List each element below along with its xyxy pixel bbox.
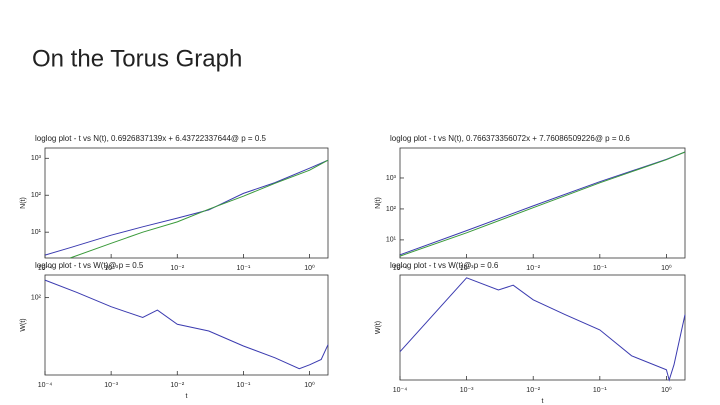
y-tick-label: 10² (31, 294, 42, 301)
slide-title: On the Torus Graph (32, 45, 242, 72)
data-line (44, 279, 329, 370)
x-tick-label: 10⁻¹ (237, 382, 251, 389)
x-tick-label: 10⁻³ (460, 387, 474, 394)
x-tick-label: 10⁻² (526, 265, 540, 272)
x-tick-label: 10⁻⁴ (38, 265, 53, 272)
y-axis-label: W(t) (20, 318, 27, 331)
plot-frame (44, 147, 329, 259)
x-tick-label: 10⁰ (304, 264, 315, 272)
data-line (399, 151, 686, 257)
x-tick-label: 10⁻³ (104, 382, 118, 389)
y-tick-label: 10³ (386, 175, 397, 182)
chart-title: loglog plot - t vs W(t)@ p = 0.5 (35, 261, 144, 270)
x-tick-label: 10⁰ (661, 386, 672, 394)
x-tick-label: 10⁻⁴ (393, 387, 408, 394)
y-tick-label: 10¹ (31, 229, 42, 236)
plot-frame (44, 274, 329, 376)
y-axis-label: N(t) (20, 197, 27, 209)
chart-title: loglog plot - t vs N(t), 0.6926837139x +… (35, 134, 267, 143)
x-tick-label: 10⁰ (304, 381, 315, 389)
data-line (44, 159, 329, 256)
x-tick-label: 10⁰ (661, 264, 672, 272)
x-axis-label: t (542, 398, 544, 405)
x-tick-label: 10⁻⁴ (393, 265, 408, 272)
x-tick-label: 10⁻¹ (593, 387, 607, 394)
data-line (69, 159, 329, 259)
y-axis-label: N(t) (375, 197, 382, 209)
plot-frame (399, 147, 686, 259)
x-tick-label: 10⁻² (170, 382, 184, 389)
x-tick-label: 10⁻⁴ (38, 382, 53, 389)
x-tick-label: 10⁻² (170, 265, 184, 272)
chart-title: loglog plot - t vs W(t)@ p = 0.6 (390, 261, 499, 270)
y-tick-label: 10² (386, 206, 397, 213)
y-tick-label: 10² (31, 192, 42, 199)
x-axis-label: t (186, 393, 188, 400)
data-line (399, 277, 686, 382)
x-tick-label: 10⁻¹ (237, 265, 251, 272)
x-tick-label: 10⁻² (526, 387, 540, 394)
x-tick-label: 10⁻¹ (593, 265, 607, 272)
x-tick-label: 10⁻³ (104, 265, 118, 272)
y-tick-label: 10¹ (386, 237, 397, 244)
chart-title: loglog plot - t vs N(t), 0.766373356072x… (390, 134, 630, 143)
y-axis-label: W(t) (375, 321, 382, 334)
x-tick-label: 10⁻³ (460, 265, 474, 272)
plot-frame (399, 274, 686, 381)
y-tick-label: 10³ (31, 155, 42, 162)
